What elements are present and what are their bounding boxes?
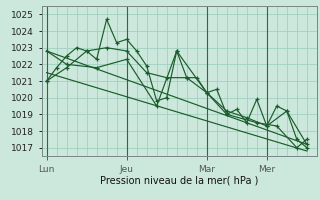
X-axis label: Pression niveau de la mer( hPa ): Pression niveau de la mer( hPa ) <box>100 175 258 185</box>
